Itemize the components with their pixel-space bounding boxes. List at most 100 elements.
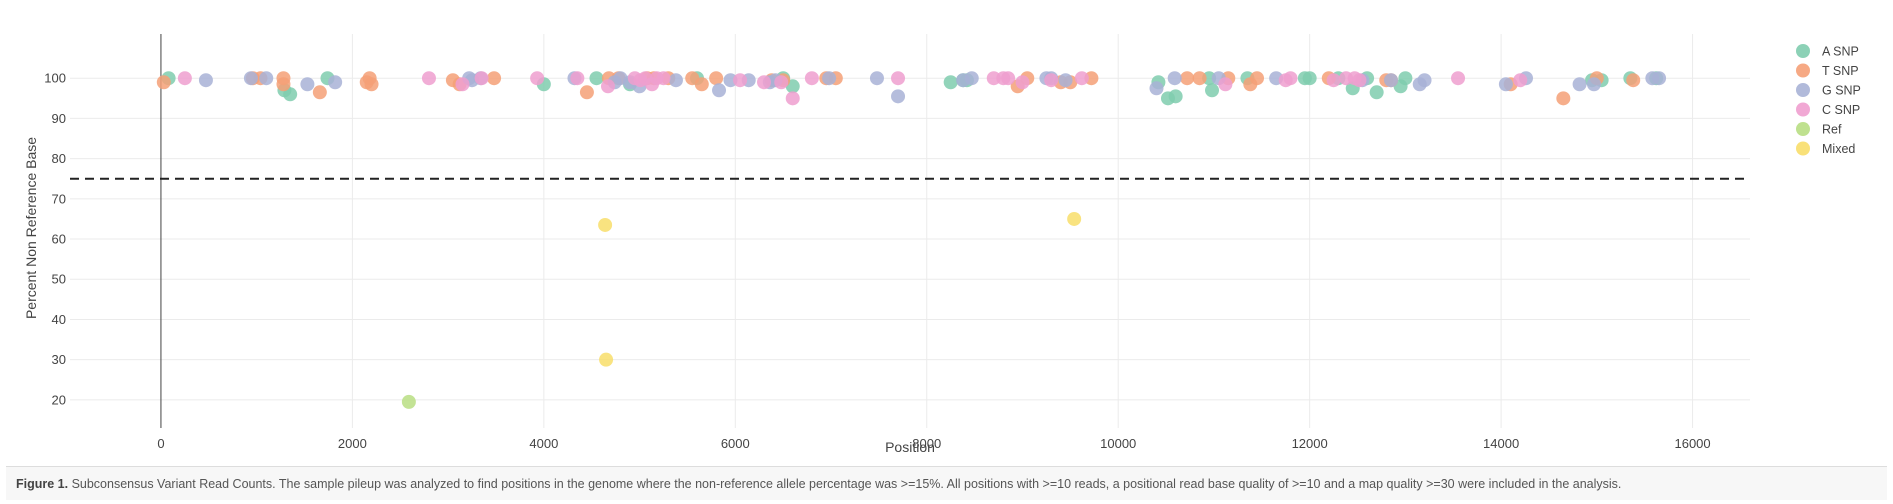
data-point-g-snp: [259, 71, 274, 86]
legend-label: A SNP: [1822, 45, 1859, 59]
data-point-t-snp: [312, 85, 327, 100]
data-point-a-snp: [1302, 71, 1317, 86]
x-tick-label: 14000: [1483, 436, 1519, 451]
data-point-t-snp: [694, 77, 709, 92]
y-tick-label: 20: [52, 392, 66, 407]
data-point-mixed: [598, 217, 613, 232]
data-point-c-snp: [600, 79, 615, 94]
legend-item: Ref: [1796, 122, 1842, 137]
data-point-ref: [401, 394, 416, 409]
data-point-c-snp: [455, 77, 470, 92]
data-point-c-snp: [1044, 73, 1059, 88]
x-tick-label: 12000: [1292, 436, 1328, 451]
y-axis-title: Percent Non Reference Base: [23, 137, 39, 319]
y-tick-label: 90: [52, 111, 66, 126]
figure-caption: Figure 1. Subconsensus Variant Read Coun…: [16, 477, 1621, 491]
legend-marker: [1796, 141, 1810, 156]
data-point-t-snp: [364, 77, 379, 92]
data-point-a-snp: [1205, 83, 1220, 98]
legend-marker: [1796, 63, 1810, 78]
data-point-c-snp: [1015, 75, 1030, 90]
data-point-c-snp: [804, 71, 819, 86]
data-point-g-snp: [1058, 73, 1073, 88]
x-tick-label: 8000: [912, 436, 941, 451]
legend-marker: [1796, 102, 1810, 117]
legend-item: C SNP: [1796, 102, 1860, 117]
data-point-c-snp: [757, 75, 772, 90]
x-tick-label: 16000: [1674, 436, 1710, 451]
data-point-g-snp: [1498, 77, 1513, 92]
caption-label: Figure 1.: [16, 477, 69, 491]
legend: A SNP T SNP G SNP C SNP Ref Mixed: [1796, 44, 1861, 156]
data-point-a-snp: [943, 75, 958, 90]
y-tick-label: 60: [52, 232, 66, 247]
data-point-a-snp: [1398, 71, 1413, 86]
data-point-t-snp: [1180, 71, 1195, 86]
data-point-t-snp: [1084, 71, 1099, 86]
data-point-c-snp: [1513, 73, 1528, 88]
data-point-c-snp: [570, 71, 585, 86]
data-point-c-snp: [891, 71, 906, 86]
data-point-mixed: [599, 352, 614, 367]
data-point-t-snp: [1192, 71, 1207, 86]
data-point-g-snp: [1417, 73, 1432, 88]
data-point-a-snp: [1168, 89, 1183, 104]
x-tick-label: 4000: [529, 436, 558, 451]
data-point-a-snp: [1202, 71, 1217, 86]
data-point-t-snp: [1250, 71, 1265, 86]
data-point-g-snp: [243, 71, 258, 86]
y-tick-label: 70: [52, 191, 66, 206]
data-point-g-snp: [198, 73, 213, 88]
legend-item: T SNP: [1796, 63, 1859, 78]
data-point-g-snp: [1572, 77, 1587, 92]
data-points: [156, 71, 1667, 409]
data-point-c-snp: [1218, 77, 1233, 92]
data-point-t-snp: [1556, 91, 1571, 106]
grid-lines: [70, 34, 1750, 428]
data-point-c-snp: [1451, 71, 1466, 86]
data-point-g-snp: [668, 73, 683, 88]
data-point-g-snp: [822, 71, 837, 86]
data-point-a-snp: [283, 87, 298, 102]
data-point-g-snp: [869, 71, 884, 86]
data-point-t-snp: [276, 77, 291, 92]
y-tick-label: 100: [44, 71, 66, 86]
data-point-g-snp: [1652, 71, 1667, 86]
data-point-c-snp: [1352, 73, 1367, 88]
y-tick-label: 30: [52, 352, 66, 367]
legend-label: C SNP: [1822, 103, 1860, 117]
data-point-g-snp: [1586, 77, 1601, 92]
data-point-c-snp: [986, 71, 1001, 86]
data-point-c-snp: [421, 71, 436, 86]
x-tick-label: 2000: [338, 436, 367, 451]
y-tick-label: 80: [52, 151, 66, 166]
data-point-c-snp: [1001, 71, 1016, 86]
data-point-c-snp: [1326, 73, 1341, 88]
figure-caption-box: Figure 1. Subconsensus Variant Read Coun…: [6, 466, 1887, 500]
data-point-mixed: [1067, 211, 1082, 226]
data-point-t-snp: [156, 75, 171, 90]
legend-label: G SNP: [1822, 84, 1861, 98]
x-axis-title: Position: [885, 439, 935, 455]
data-point-c-snp: [177, 71, 192, 86]
data-point-g-snp: [712, 83, 727, 98]
data-point-g-snp: [1384, 73, 1399, 88]
legend-label: T SNP: [1822, 64, 1859, 78]
data-point-c-snp: [1074, 71, 1089, 86]
data-point-c-snp: [474, 71, 489, 86]
x-tick-label: 10000: [1100, 436, 1136, 451]
legend-marker: [1796, 44, 1810, 58]
data-point-a-snp: [1369, 85, 1384, 100]
legend-marker: [1796, 122, 1810, 136]
x-tick-label: 6000: [721, 436, 750, 451]
legend-marker: [1796, 83, 1810, 97]
data-point-g-snp: [723, 73, 738, 88]
legend-item: G SNP: [1796, 83, 1861, 98]
caption-text: Subconsensus Variant Read Counts. The sa…: [68, 477, 1622, 491]
y-tick-label: 50: [52, 272, 66, 287]
data-point-t-snp: [709, 71, 724, 86]
legend-item: A SNP: [1796, 44, 1859, 59]
legend-label: Mixed: [1822, 142, 1855, 156]
legend-item: Mixed: [1796, 141, 1855, 156]
